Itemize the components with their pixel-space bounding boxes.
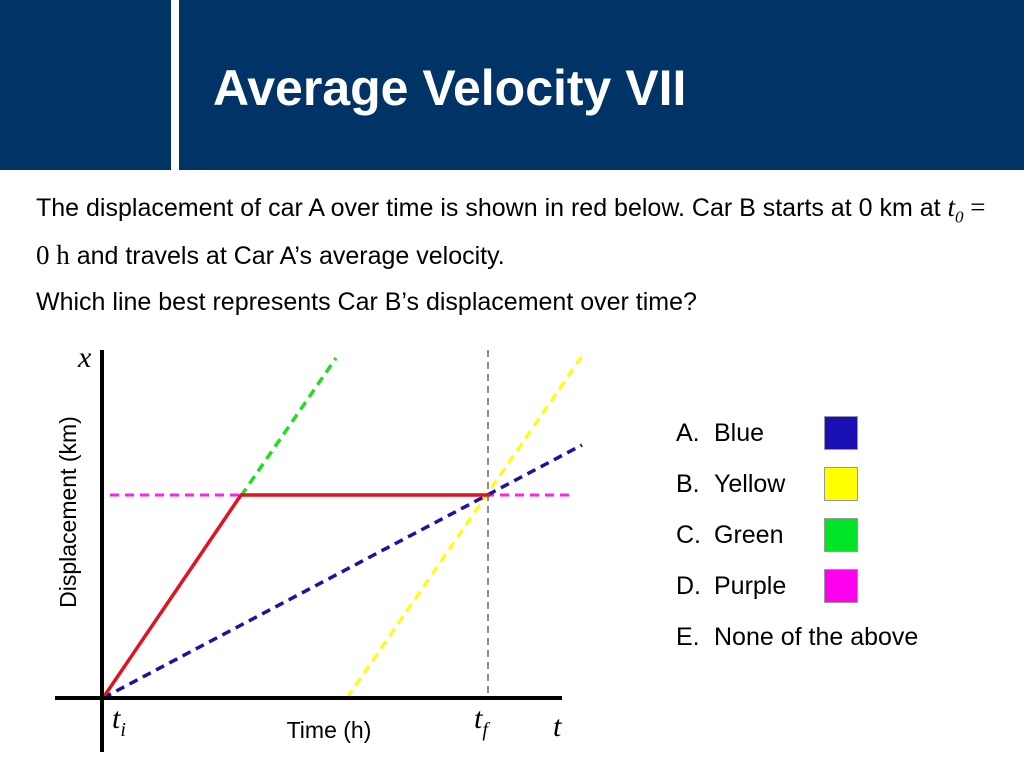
answer-label: Purple xyxy=(714,572,787,600)
car-a-line xyxy=(101,493,490,699)
ti-label: ti xyxy=(112,702,126,741)
answer-letter: B. xyxy=(676,470,700,498)
yellow-line xyxy=(345,355,584,699)
answer-letter: A. xyxy=(676,419,700,447)
tf-subscript: f xyxy=(482,719,490,741)
start-time-expression: t0 = 0 h xyxy=(36,192,986,270)
answer-letter: E. xyxy=(676,623,700,651)
displacement-diagram: x t Displacement (km) Time (h) ti tf xyxy=(55,341,584,752)
ti-subscript: i xyxy=(120,719,126,741)
time-subscript: 0 xyxy=(955,207,964,227)
header-divider xyxy=(171,0,179,170)
y-axis-symbol: x xyxy=(77,341,92,374)
ti-symbol: t xyxy=(112,702,121,735)
color-swatch-purple xyxy=(824,569,858,603)
time-symbol: t xyxy=(947,192,956,222)
x-axis-symbol: t xyxy=(553,710,562,743)
tf-label: tf xyxy=(474,702,490,741)
answer-b[interactable]: B. Yellow xyxy=(676,464,976,504)
color-swatch-green xyxy=(824,518,858,552)
answer-letter: C. xyxy=(676,521,701,549)
answer-label: Yellow xyxy=(714,470,786,498)
green-line xyxy=(239,357,338,497)
answer-d[interactable]: D. Purple xyxy=(676,566,976,606)
answer-label: Blue xyxy=(714,419,765,447)
tf-symbol: t xyxy=(474,702,483,735)
color-swatch-blue xyxy=(824,416,858,450)
answer-label: Green xyxy=(714,521,784,549)
answer-letter: D. xyxy=(676,572,701,600)
time-equals: = 0 h xyxy=(36,192,986,271)
color-swatch-yellow xyxy=(824,467,858,501)
y-axis-label: Displacement (km) xyxy=(55,416,81,608)
answer-label: None of the above xyxy=(714,623,919,651)
statement-part-2: and travels at Car A’s average velocity. xyxy=(69,242,505,271)
answer-c[interactable]: C. Green xyxy=(676,515,976,555)
statement-part-1: The displacement of car A over time is s… xyxy=(36,194,948,222)
x-axis-label: Time (h) xyxy=(287,717,372,743)
question-text: Which line best represents Car B’s displ… xyxy=(36,288,697,316)
answer-e[interactable]: E. None of the above xyxy=(676,617,976,657)
slide-title: Average Velocity VII xyxy=(213,60,687,116)
blue-line xyxy=(102,443,583,700)
answer-a[interactable]: A. Blue xyxy=(676,413,976,453)
slide-header: Average Velocity VII xyxy=(0,0,1024,170)
problem-statement: The displacement of car A over time is s… xyxy=(36,188,986,275)
